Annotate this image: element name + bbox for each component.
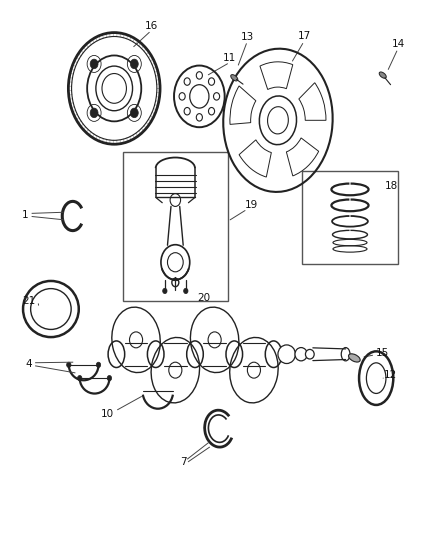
Text: 1: 1: [21, 210, 28, 220]
Circle shape: [96, 362, 101, 368]
Wedge shape: [299, 83, 326, 120]
Ellipse shape: [295, 348, 307, 361]
Circle shape: [78, 375, 82, 381]
Text: 14: 14: [392, 39, 405, 49]
Text: 19: 19: [245, 200, 258, 210]
Wedge shape: [230, 86, 256, 124]
Text: 20: 20: [197, 293, 210, 303]
Circle shape: [208, 332, 221, 348]
Ellipse shape: [278, 345, 295, 364]
Circle shape: [107, 375, 112, 381]
Text: 7: 7: [180, 457, 187, 466]
Circle shape: [90, 108, 98, 118]
Text: 11: 11: [223, 53, 237, 62]
Text: 10: 10: [101, 409, 114, 419]
Circle shape: [162, 288, 167, 294]
FancyBboxPatch shape: [123, 152, 228, 301]
Wedge shape: [286, 138, 319, 176]
Circle shape: [247, 362, 261, 378]
Text: 18: 18: [385, 181, 398, 191]
Circle shape: [130, 332, 143, 348]
Text: 17: 17: [297, 31, 311, 42]
Text: 16: 16: [145, 21, 158, 31]
FancyBboxPatch shape: [302, 171, 398, 264]
Ellipse shape: [231, 75, 238, 81]
Circle shape: [131, 108, 138, 118]
Text: 12: 12: [384, 370, 397, 380]
Circle shape: [169, 362, 182, 378]
Circle shape: [131, 59, 138, 69]
Text: 15: 15: [376, 348, 389, 358]
Ellipse shape: [379, 72, 386, 78]
Wedge shape: [239, 140, 271, 177]
Circle shape: [90, 59, 98, 69]
Wedge shape: [260, 62, 293, 90]
Text: 21: 21: [22, 296, 36, 306]
Text: 13: 13: [241, 32, 254, 42]
Circle shape: [184, 288, 188, 294]
Circle shape: [67, 362, 71, 368]
Text: 4: 4: [26, 359, 32, 369]
Ellipse shape: [349, 354, 360, 362]
Ellipse shape: [305, 350, 314, 359]
